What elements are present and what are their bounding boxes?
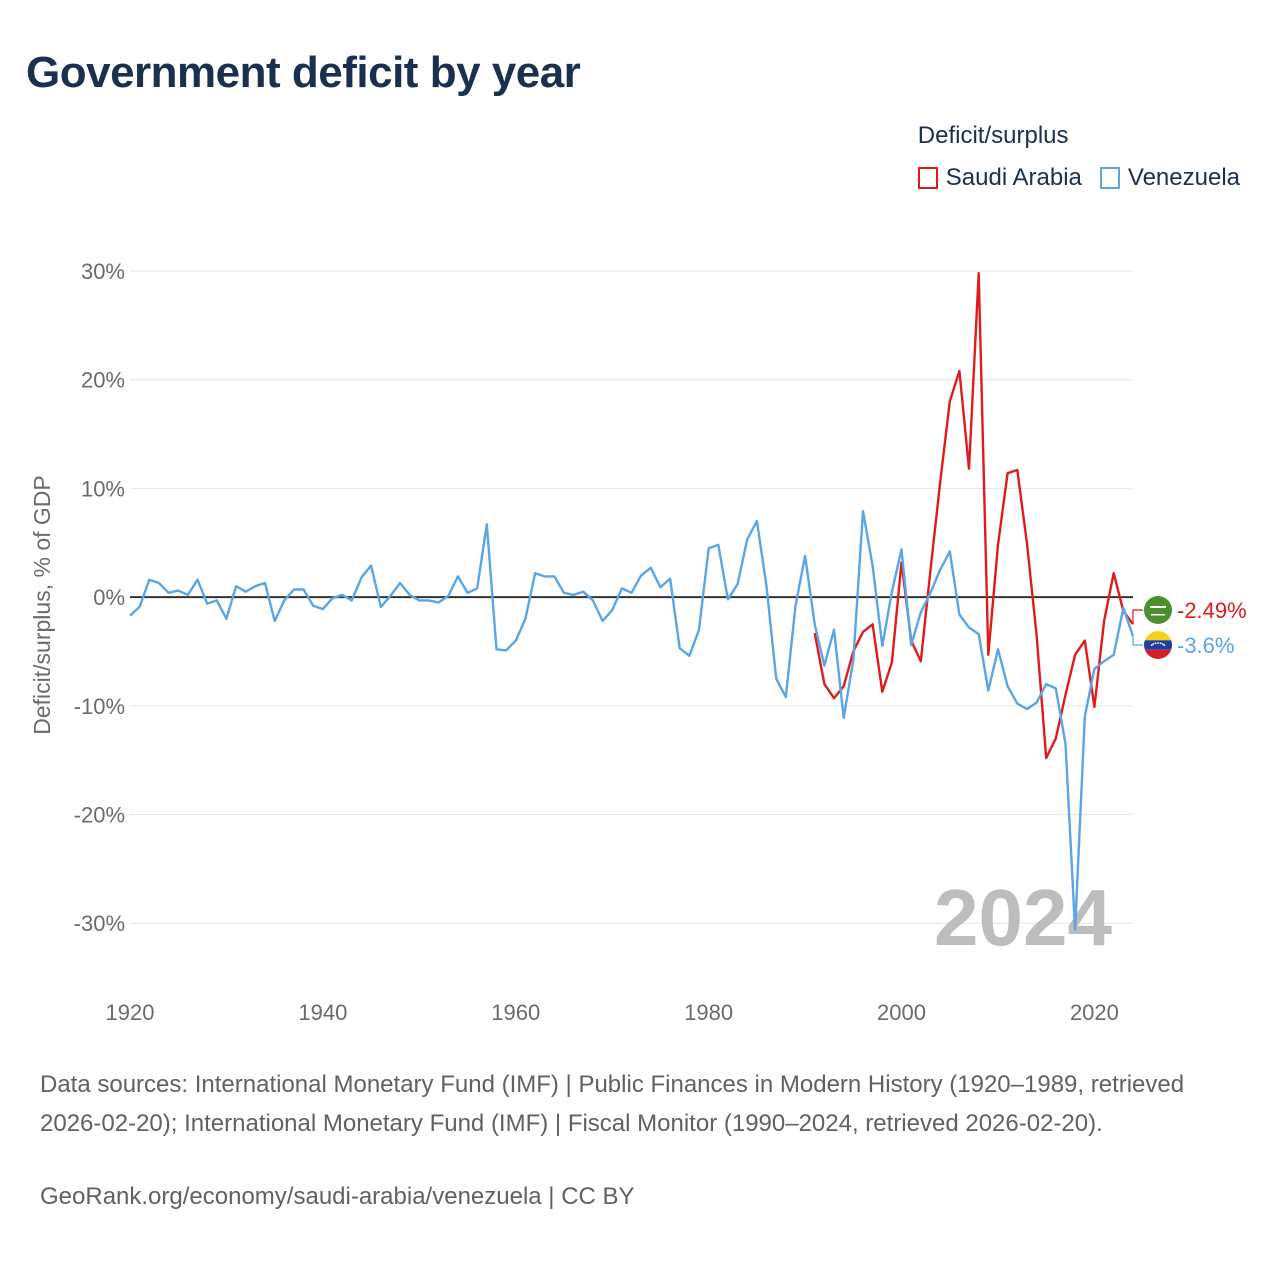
flag-star (1150, 644, 1153, 647)
source-note: Data sources: International Monetary Fun… (40, 1071, 1185, 1137)
end-leader-venezuela (1132, 636, 1143, 646)
series-line-venezuela (129, 510, 1135, 931)
end-value-label-saudi-arabia: -2.49% (1177, 598, 1247, 623)
y-tick-label: 20% (81, 368, 125, 393)
flag-star (1154, 642, 1157, 645)
end-marker-layer: -2.49% -3.6% (1132, 596, 1247, 659)
legend-label-saudi-arabia: Saudi Arabia (945, 164, 1082, 191)
legend-item-venezuela[interactable]: Venezuela (1099, 164, 1240, 192)
series-layer (129, 272, 1135, 931)
grid-layer: 30% 20% 10% 0% -10% -20% -30% 1920 1940 1960 1980 2… (74, 259, 1133, 1025)
end-leader-saudi-arabia (1132, 609, 1143, 625)
legend-title: Deficit/surplus (917, 122, 1069, 149)
y-tick-label: -30% (74, 911, 125, 936)
source-link[interactable]: GeoRank.org/economy/saudi-arabia/venezue… (40, 1183, 635, 1210)
y-tick-label: 0% (93, 585, 125, 610)
y-axis-label: Deficit/surplus, % of GDP (29, 475, 55, 734)
x-tick-label: 1960 (491, 1000, 540, 1025)
legend-swatch-saudi-arabia (917, 167, 938, 189)
series-line-saudi-arabia (813, 272, 1134, 760)
flag-star (1161, 643, 1164, 645)
current-year-label: 2024 (934, 873, 1112, 962)
saudi-arabia-flag-icon (1144, 596, 1172, 624)
flag-star (1157, 642, 1159, 644)
x-tick-label: 1920 (106, 1000, 155, 1025)
venezuela-flag-icon (1144, 631, 1172, 659)
flag-star (1152, 643, 1155, 645)
flag-band-blue (1144, 640, 1172, 650)
flag-star (1163, 644, 1166, 647)
flag-band-red (1144, 649, 1172, 659)
legend-swatch-venezuela (1099, 167, 1120, 189)
x-tick-label: 1980 (684, 1000, 733, 1025)
legend: Deficit/surplus Saudi Arabia Venezuela (917, 122, 1240, 192)
flag-band-yellow (1144, 631, 1172, 641)
x-tick-label: 2000 (877, 1000, 926, 1025)
y-tick-label: 30% (81, 259, 125, 284)
chart-title: Government deficit by year (26, 48, 581, 97)
end-value-label-venezuela: -3.6% (1177, 633, 1234, 658)
flag-star (1159, 642, 1162, 645)
flag-emblem-sword (1151, 614, 1165, 616)
flag-emblem-script (1150, 606, 1166, 608)
x-tick-label: 1940 (298, 1000, 347, 1025)
x-tick-label: 2020 (1070, 1000, 1119, 1025)
y-tick-label: -20% (74, 803, 125, 828)
legend-label-venezuela: Venezuela (1127, 164, 1240, 191)
legend-item-saudi-arabia[interactable]: Saudi Arabia (917, 164, 1082, 192)
y-tick-label: 10% (81, 476, 125, 501)
y-tick-label: -10% (74, 694, 125, 719)
